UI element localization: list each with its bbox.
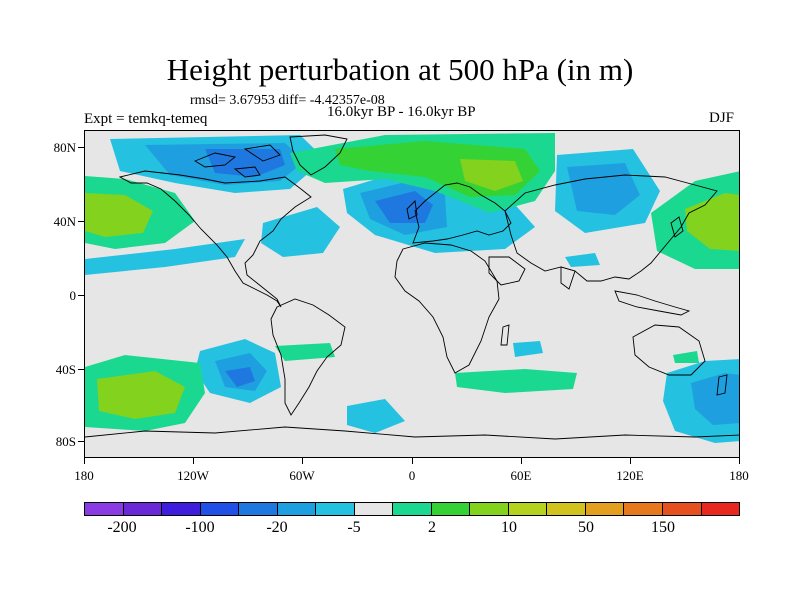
x-label-180w: 180: [74, 468, 94, 483]
colorbar-label-50: 50: [578, 519, 594, 536]
colorbar-label-neg100: -100: [185, 519, 215, 536]
coast-india: [560, 266, 576, 290]
colorbar-label-neg20: -20: [266, 519, 288, 536]
coast-japan: [670, 216, 684, 238]
coast-uk: [406, 200, 418, 220]
positive-anomaly-scandinavia-inner: [460, 159, 523, 191]
negative-anomaly-south-pacific-inner: [225, 367, 255, 387]
negative-anomaly-west-atlantic: [261, 207, 340, 257]
x-tick-180w: [84, 458, 85, 464]
negative-anomaly-south-atlantic-west: [347, 399, 405, 433]
x-tick-180e: [739, 458, 740, 464]
x-label-180e: 180: [729, 468, 749, 483]
y-tick-0: [78, 295, 84, 296]
colorbar-label-neg5: -5: [347, 519, 361, 536]
coast-africa: [394, 242, 500, 374]
coastlines: [85, 134, 739, 440]
colorbar-segment-2: [162, 503, 201, 515]
map-panel: [84, 130, 740, 458]
positive-anomaly-ne-pacific-core: [85, 193, 153, 237]
coast-south-america: [270, 298, 346, 416]
season-label: DJF: [709, 110, 735, 126]
coast-greenland: [289, 134, 348, 176]
coast-asia: [504, 174, 718, 282]
positive-anomaly-indian: [455, 369, 577, 393]
negative-anomaly-southern-ocean-core: [691, 373, 739, 425]
positive-anomaly-south-atlantic: [275, 343, 335, 361]
y-label-80n: 80N: [53, 140, 76, 155]
colorbar-segment-13: [585, 503, 625, 515]
coast-canadian-arctic: [193, 144, 281, 178]
rmsd-diff-label: rmsd= 3.67953 diff= -4.42357e-08: [190, 93, 385, 108]
y-tick-80s: [78, 441, 84, 442]
colorbar: [84, 502, 740, 516]
map-title: Height perturbation at 500 hPa (in m): [166, 52, 634, 87]
coast-madagascar: [500, 324, 510, 346]
coast-arabia: [488, 256, 526, 286]
positive-anomaly-australia-spot: [673, 351, 699, 363]
negative-anomaly-asia-spot: [565, 253, 600, 267]
contour-fills: [85, 133, 739, 443]
colorbar-segment-5: [277, 503, 317, 515]
experiment-label: Expt = temkq-temeq: [84, 111, 208, 127]
colorbar-segment-0: [85, 503, 124, 515]
x-tick-120e: [630, 458, 631, 464]
contour-map: [85, 133, 739, 443]
colorbar-segment-6: [316, 503, 355, 515]
x-tick-60e: [521, 458, 522, 464]
coast-new-zealand: [716, 374, 728, 396]
positive-anomaly-nw-pacific-core: [685, 193, 739, 251]
coast-antarctica: [85, 426, 739, 440]
y-label-40s: 40S: [55, 362, 76, 377]
colorbar-segment-4: [239, 503, 278, 515]
y-label-40n: 40N: [53, 214, 76, 229]
x-tick-60w: [302, 458, 303, 464]
colorbar-segment-15: [662, 503, 702, 515]
colorbar-segment-10: [470, 503, 509, 515]
y-label-0: 0: [69, 288, 77, 303]
negative-anomaly-siberia-core: [567, 163, 640, 215]
y-tick-40s: [78, 369, 84, 370]
y-label-80s: 80S: [55, 434, 76, 449]
colorbar-segment-7: [354, 503, 394, 515]
x-label-120e: 120E: [616, 468, 644, 483]
negative-anomaly-north-america-inner: [205, 149, 285, 177]
colorbar-segment-1: [123, 503, 163, 515]
colorbar-segment-11: [508, 503, 548, 515]
coast-europe: [412, 182, 512, 244]
colorbar-label-2: 2: [428, 519, 436, 536]
x-label-60w: 60W: [289, 468, 315, 483]
x-label-120w: 120W: [177, 468, 209, 483]
x-tick-0: [412, 458, 413, 464]
colorbar-segment-14: [624, 503, 663, 515]
positive-anomaly-south-pacific-core: [97, 371, 185, 419]
x-tick-120w: [193, 458, 194, 464]
colorbar-label-neg200: -200: [107, 519, 137, 536]
negative-anomaly-europe-inner: [375, 191, 433, 223]
colorbar-segment-9: [431, 503, 471, 515]
coast-australia: [632, 324, 706, 376]
negative-anomaly-pacific-band: [85, 239, 245, 275]
colorbar-segment-12: [547, 503, 586, 515]
coast-north-america: [118, 170, 312, 308]
colorbar-segment-16: [701, 503, 740, 515]
colorbar-segment-3: [200, 503, 240, 515]
colorbar-segment-8: [393, 503, 432, 515]
y-tick-40n: [78, 221, 84, 222]
y-tick-80n: [78, 147, 84, 148]
x-label-60e: 60E: [510, 468, 532, 483]
negative-anomaly-indian-spot: [513, 341, 543, 357]
period-label: 16.0kyr BP - 16.0kyr BP: [327, 104, 476, 120]
colorbar-label-150: 150: [651, 519, 675, 536]
coast-southeast-asia: [614, 290, 691, 316]
x-label-0: 0: [408, 468, 416, 483]
colorbar-label-10: 10: [501, 519, 517, 536]
